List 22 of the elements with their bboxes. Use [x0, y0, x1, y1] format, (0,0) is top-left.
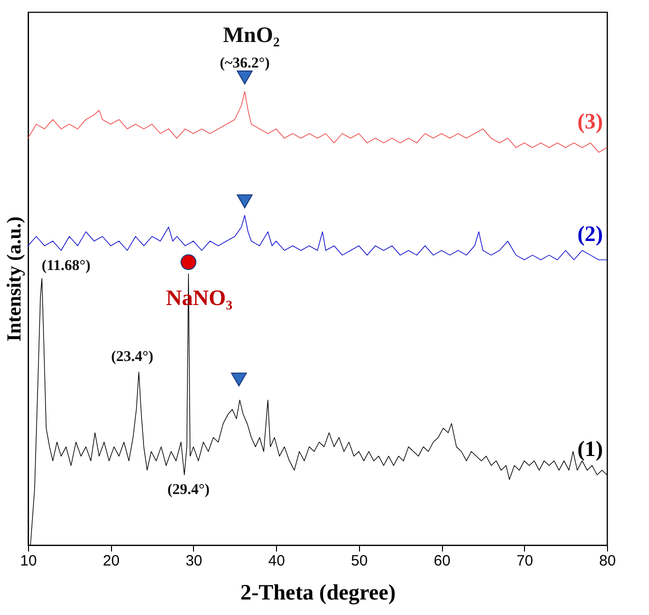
x-tick-label: 60	[434, 552, 450, 570]
x-tick-label: 20	[102, 552, 120, 570]
point	[236, 70, 253, 84]
series-label: (3)	[577, 108, 603, 134]
x-tick-label: 30	[186, 552, 202, 570]
text: MnO₂	[222, 22, 280, 47]
annotation: (29.4°)	[167, 482, 210, 498]
point	[231, 372, 247, 386]
x-tick-label: 40	[268, 552, 285, 570]
x-axis-title: 2-Theta (degree)	[240, 580, 396, 604]
x-tick-label: 10	[20, 552, 37, 570]
point	[236, 194, 253, 208]
series-label: (2)	[577, 220, 603, 246]
annotation: (11.68°)	[42, 258, 91, 274]
annotation: (23.4°)	[111, 348, 154, 365]
series-label: (1)	[577, 436, 603, 461]
text: (~36.2°)	[220, 56, 270, 72]
x-tick-label: 50	[351, 552, 368, 570]
point	[180, 254, 196, 270]
y-axis-title: Intensity (a.u.)	[4, 216, 26, 342]
x-tick-label: 80	[599, 552, 616, 570]
x-tick-label: 70	[516, 552, 534, 570]
